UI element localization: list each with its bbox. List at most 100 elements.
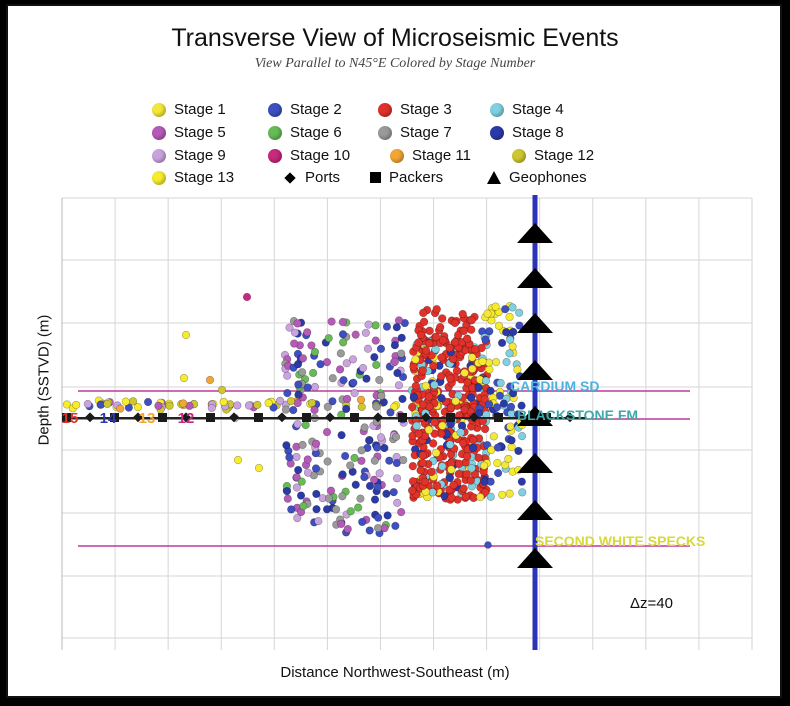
event-point <box>311 464 321 473</box>
event-point <box>360 423 369 432</box>
event-point <box>303 468 313 477</box>
event-point <box>244 401 254 410</box>
event-point <box>438 462 447 471</box>
event-point <box>362 374 371 383</box>
event-point <box>502 357 511 367</box>
packer-marker <box>158 413 167 422</box>
event-point <box>298 440 307 450</box>
event-point <box>303 328 312 337</box>
event-point <box>365 481 375 491</box>
event-point <box>480 395 490 404</box>
port-marker <box>85 412 95 423</box>
event-point <box>337 519 346 529</box>
legend-marker-dot <box>378 102 392 117</box>
event-point <box>375 375 384 385</box>
event-point <box>382 489 391 498</box>
event-point <box>447 465 456 474</box>
event-point <box>372 443 382 452</box>
event-point <box>219 397 228 407</box>
event-point <box>233 401 242 410</box>
event-point <box>380 443 389 453</box>
event-point <box>418 451 427 460</box>
event-point <box>394 316 404 325</box>
geophone-marker <box>517 406 553 426</box>
event-point <box>518 488 527 497</box>
event-point <box>513 365 522 374</box>
event-point <box>360 472 369 482</box>
event-point <box>133 403 143 412</box>
event-point <box>391 432 401 441</box>
event-point <box>293 420 302 429</box>
event-point <box>328 374 337 383</box>
event-point <box>462 470 471 479</box>
event-point <box>283 371 292 380</box>
event-point <box>506 402 516 411</box>
legend-item-stage-8: Stage 8 <box>490 124 564 141</box>
event-point <box>424 392 434 401</box>
event-point <box>254 463 264 473</box>
event-point <box>303 383 312 392</box>
event-point <box>492 403 502 412</box>
event-point <box>462 334 472 343</box>
event-point <box>453 330 463 340</box>
event-point <box>338 470 347 479</box>
event-point <box>468 443 478 452</box>
event-point <box>431 332 441 342</box>
event-point <box>489 432 498 441</box>
legend-item-stage-10: Stage 10 <box>268 147 350 164</box>
event-point <box>451 396 460 406</box>
event-point <box>363 344 373 353</box>
event-point <box>456 428 465 437</box>
event-point <box>154 401 163 410</box>
event-point <box>322 505 332 514</box>
port-marker <box>181 412 191 423</box>
legend-label: Stage 9 <box>174 147 226 164</box>
event-point <box>392 458 401 468</box>
event-point <box>508 342 517 351</box>
event-point <box>316 360 325 369</box>
event-point <box>371 321 380 330</box>
blackstone-formation-label: BLACKSTONE FM <box>517 407 638 423</box>
event-point <box>312 439 321 448</box>
event-point <box>450 337 460 347</box>
event-point <box>298 354 308 363</box>
event-point <box>480 488 490 497</box>
legend-label: Stage 10 <box>290 147 351 164</box>
legend-label: Stage 13 <box>174 169 235 186</box>
event-point <box>298 368 307 377</box>
legend-item-packers: Packers <box>370 169 443 186</box>
event-point <box>467 316 476 325</box>
event-point <box>294 390 303 399</box>
packer-marker <box>302 413 311 422</box>
event-point <box>408 477 418 486</box>
event-point <box>285 453 294 462</box>
legend-marker-dot <box>152 125 166 140</box>
legend-label: Stage 3 <box>400 101 452 118</box>
event-point <box>493 458 502 468</box>
event-point <box>458 438 468 448</box>
event-point <box>289 406 298 415</box>
event-point <box>253 400 262 409</box>
event-point <box>486 386 495 396</box>
second-white-specks-label: SECOND WHITE SPECKS <box>535 533 705 549</box>
legend-item-stage-11: Stage 11 <box>390 147 471 164</box>
event-point <box>517 401 526 410</box>
event-point <box>335 365 345 374</box>
event-point <box>505 489 514 498</box>
event-point <box>466 476 475 485</box>
event-point <box>470 470 480 479</box>
packer-marker <box>398 413 407 422</box>
legend-marker-dot <box>268 148 282 163</box>
event-point <box>285 323 294 332</box>
event-point <box>286 397 296 406</box>
legend-marker-dot <box>152 170 166 185</box>
legend-item-stage-12: Stage 12 <box>512 147 594 164</box>
legend-marker-square <box>370 172 381 183</box>
event-point <box>283 494 292 503</box>
event-point <box>354 503 363 512</box>
event-point <box>383 511 392 520</box>
event-point <box>461 492 471 501</box>
event-point <box>309 368 318 378</box>
event-point <box>470 345 480 354</box>
packer-marker <box>62 413 71 422</box>
